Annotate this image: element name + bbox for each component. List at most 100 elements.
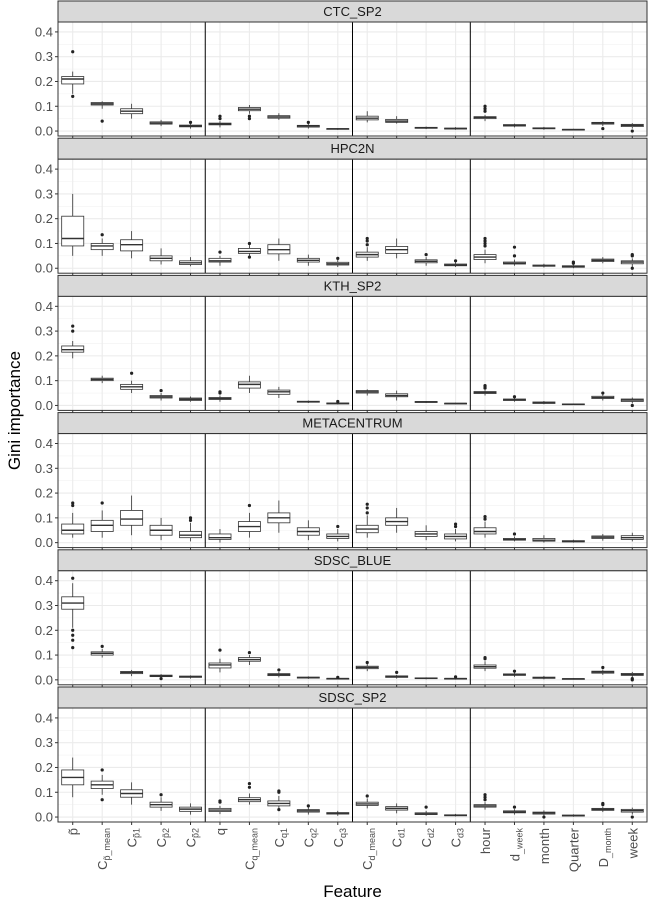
y-tick-label: 0.3 <box>35 735 53 750</box>
box-15 <box>503 532 526 542</box>
box-15 <box>503 123 526 128</box>
x-tick-label-subscript: _month <box>603 828 613 859</box>
y-tick-label: 0.4 <box>35 162 53 177</box>
y-tick-label: 0.0 <box>35 124 53 139</box>
box-9 <box>326 524 350 542</box>
panel-title: HPC2N <box>330 141 374 156</box>
y-tick-label: 0.1 <box>35 785 53 800</box>
y-tick-label: 0.2 <box>35 348 53 363</box>
box-14 <box>473 655 497 672</box>
box-6 <box>237 375 261 394</box>
outlier-point <box>336 524 340 529</box>
x-tick-label-base: D <box>596 858 611 867</box>
box-10 <box>355 236 379 261</box>
outlier-point <box>483 107 487 111</box>
y-tick-label: 0.0 <box>35 535 53 550</box>
outlier-point <box>365 506 369 510</box>
box-6 <box>237 650 261 665</box>
outlier-point <box>159 388 163 393</box>
outlier-point <box>512 254 517 258</box>
x-tick-label-subscript: q2 <box>308 828 318 838</box>
box-18 <box>591 801 615 813</box>
x-axis-title: Feature <box>323 882 382 901</box>
x-tick-label: Cd1 <box>390 828 407 847</box>
panel-ctc-sp2: CTC_SP2 0.0 0.1 0.2 0.3 0.4 <box>35 0 648 139</box>
x-tick-label: D_month <box>596 828 613 867</box>
box-6 <box>237 781 261 805</box>
panel-border <box>57 295 648 411</box>
y-tick-label: 0.2 <box>35 74 53 89</box>
box-body <box>61 76 85 85</box>
box-14 <box>473 384 497 396</box>
box-16 <box>532 535 556 543</box>
box-10 <box>355 111 379 123</box>
box-16 <box>532 400 556 405</box>
y-tick-label: 0.3 <box>35 461 53 476</box>
outlier-point <box>630 129 634 133</box>
y-tick-label: 0.1 <box>35 510 53 525</box>
outlier-point <box>483 244 487 248</box>
x-tick-label-base: C <box>95 861 110 870</box>
box-7 <box>267 386 291 399</box>
box-body <box>120 510 144 526</box>
panel-sdsc-sp2: SDSC_SP2 0.0 0.1 0.2 0.3 0.4 <box>35 686 648 825</box>
box-9 <box>326 810 350 816</box>
box-11 <box>385 507 409 533</box>
y-tick-label: 0.0 <box>35 672 53 687</box>
y-tick-label: 0.0 <box>35 398 53 413</box>
panel-border <box>57 433 648 549</box>
panel-border <box>57 707 648 823</box>
outlier-point <box>159 677 163 681</box>
outlier-point <box>277 668 281 672</box>
box-3 <box>149 119 173 127</box>
x-tick-label-base: d <box>507 854 522 861</box>
box-8 <box>296 520 320 541</box>
box-body <box>61 523 85 535</box>
box-9 <box>326 256 350 268</box>
x-tick-label-subscript: p̃2 <box>191 828 201 838</box>
panel-title: METACENTRUM <box>302 416 402 431</box>
outlier-point <box>247 781 252 786</box>
box-5 <box>208 114 232 128</box>
outlier-point <box>630 815 634 819</box>
outlier-point <box>247 255 252 259</box>
y-tick-label: 0.0 <box>35 810 53 825</box>
box-17 <box>561 403 585 406</box>
x-tick-label-base: hour <box>478 827 493 854</box>
outlier-point <box>218 799 222 803</box>
outlier-point <box>630 403 634 408</box>
box-3 <box>149 793 173 811</box>
outlier-point <box>453 522 458 526</box>
box-10 <box>355 660 379 672</box>
outlier-point <box>483 515 487 519</box>
x-tick-label-base: month <box>537 828 552 864</box>
box-17 <box>561 678 585 680</box>
box-8 <box>296 804 320 815</box>
outlier-point <box>512 395 517 399</box>
box-2 <box>120 103 144 119</box>
panel-border <box>57 158 648 274</box>
x-tick-label-subscript: q_mean <box>249 828 259 861</box>
outlier-point <box>512 245 517 249</box>
box-6 <box>237 241 261 259</box>
box-19 <box>620 532 644 542</box>
outlier-point <box>424 253 428 257</box>
outlier-point <box>71 646 75 650</box>
y-tick-label: 0.4 <box>35 710 53 725</box>
x-tick-label: Cd_mean <box>360 828 377 870</box>
outlier-point <box>453 675 458 679</box>
outlier-point <box>277 808 281 812</box>
outlier-point <box>483 236 487 241</box>
panel-title: KTH_SP2 <box>324 278 382 293</box>
y-tick-label: 0.2 <box>35 623 53 638</box>
box-7 <box>267 113 291 120</box>
y-tick-label: 0.3 <box>35 324 53 339</box>
box-2 <box>120 231 144 259</box>
panel-kth-sp2: KTH_SP2 0.0 0.1 0.2 0.3 0.4 <box>35 274 648 414</box>
x-tick-label-base: C <box>331 838 346 847</box>
box-18 <box>591 257 615 264</box>
outlier-point <box>71 329 75 333</box>
x-tick-label-subscript: d3 <box>456 828 466 838</box>
outlier-point <box>365 243 369 247</box>
box-1 <box>90 233 114 256</box>
